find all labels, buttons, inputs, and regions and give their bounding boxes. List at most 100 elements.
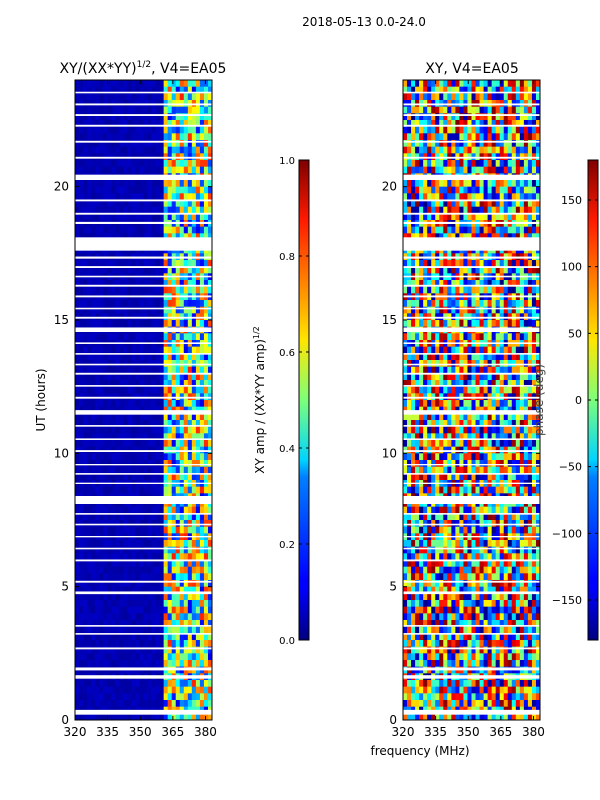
heatmap-cell bbox=[107, 353, 112, 361]
heatmap-cell bbox=[135, 346, 140, 354]
heatmap-cell bbox=[435, 86, 440, 94]
heatmap-cell bbox=[163, 346, 169, 354]
heatmap-cell bbox=[103, 513, 108, 521]
heatmap-cell bbox=[107, 660, 112, 668]
heatmap-cell bbox=[471, 106, 476, 114]
heatmap-cell bbox=[171, 546, 177, 554]
heatmap-cell bbox=[491, 280, 497, 288]
heatmap-cell bbox=[135, 113, 140, 121]
heatmap-cell bbox=[79, 86, 84, 94]
heatmap-cell bbox=[155, 640, 161, 648]
heatmap-cell bbox=[155, 213, 161, 221]
heatmap-cell bbox=[127, 486, 132, 494]
heatmap-cell bbox=[147, 306, 152, 314]
heatmap-cell bbox=[427, 120, 432, 128]
heatmap-cell bbox=[95, 466, 100, 474]
heatmap-cell bbox=[487, 93, 493, 101]
heatmap-cell bbox=[111, 520, 116, 528]
heatmap-cell bbox=[123, 266, 128, 274]
heatmap-cell bbox=[127, 420, 132, 428]
heatmap-cell bbox=[443, 113, 448, 121]
heatmap-cell bbox=[103, 180, 108, 188]
heatmap-cell bbox=[435, 120, 440, 128]
heatmap-cell bbox=[167, 400, 173, 408]
heatmap-cell bbox=[171, 693, 177, 701]
heatmap-cell bbox=[135, 693, 140, 701]
heatmap-cell bbox=[411, 373, 416, 381]
heatmap-cell bbox=[167, 300, 173, 308]
heatmap-cell bbox=[479, 280, 484, 288]
heatmap-cell bbox=[167, 520, 173, 528]
heatmap-cell bbox=[171, 133, 177, 141]
heatmap-cell bbox=[479, 380, 484, 388]
heatmap-cell bbox=[203, 660, 209, 668]
heatmap-cell bbox=[447, 260, 452, 268]
heatmap-cell bbox=[91, 333, 96, 341]
heatmap-cell bbox=[207, 686, 213, 694]
heatmap-cell bbox=[175, 660, 181, 668]
heatmap-cell bbox=[183, 400, 189, 408]
heatmap-cell bbox=[143, 566, 148, 574]
heatmap-cell bbox=[111, 266, 116, 274]
heatmap-cell bbox=[147, 686, 152, 694]
heatmap-cell bbox=[107, 426, 112, 434]
heatmap-cell bbox=[195, 653, 201, 661]
heatmap-cell bbox=[199, 586, 205, 594]
heatmap-cell bbox=[171, 520, 177, 528]
heatmap-cell bbox=[475, 86, 480, 94]
heatmap-cell bbox=[519, 193, 525, 201]
heatmap-cell bbox=[171, 460, 177, 468]
heatmap-cell bbox=[191, 193, 197, 201]
heatmap-cell bbox=[79, 586, 84, 594]
heatmap-cell bbox=[95, 200, 100, 208]
heatmap-cell bbox=[91, 280, 96, 288]
heatmap-cell bbox=[175, 433, 181, 441]
heatmap-cell bbox=[507, 260, 513, 268]
heatmap-cell bbox=[183, 126, 189, 134]
heatmap-cell bbox=[191, 513, 197, 521]
heatmap-cell bbox=[515, 260, 521, 268]
heatmap-cell bbox=[115, 653, 120, 661]
heatmap-cell bbox=[515, 80, 521, 88]
heatmap-cell bbox=[411, 186, 416, 194]
heatmap-cell bbox=[411, 86, 416, 94]
heatmap-cell bbox=[91, 300, 96, 308]
heatmap-cell bbox=[135, 106, 140, 114]
heatmap-cell bbox=[507, 266, 513, 274]
heatmap-cell bbox=[111, 206, 116, 214]
heatmap-cell bbox=[91, 506, 96, 514]
heatmap-cell bbox=[115, 300, 120, 308]
heatmap-cell bbox=[175, 713, 181, 721]
heatmap-cell bbox=[527, 180, 533, 188]
heatmap-cell bbox=[527, 213, 533, 221]
heatmap-cell bbox=[531, 306, 537, 314]
heatmap-cell bbox=[115, 400, 120, 408]
heatmap-cell bbox=[199, 346, 205, 354]
heatmap-cell bbox=[415, 266, 420, 274]
heatmap-cell bbox=[155, 413, 161, 421]
heatmap-cell bbox=[159, 566, 165, 574]
heatmap-cell bbox=[91, 586, 96, 594]
heatmap-cell bbox=[491, 320, 497, 328]
heatmap-cell bbox=[127, 286, 132, 294]
heatmap-cell bbox=[187, 133, 193, 141]
heatmap-cell bbox=[147, 600, 152, 608]
heatmap-cell bbox=[135, 620, 140, 628]
heatmap-cell bbox=[143, 640, 148, 648]
heatmap-cell bbox=[107, 680, 112, 688]
heatmap-cell bbox=[99, 486, 104, 494]
heatmap-cell bbox=[451, 366, 456, 374]
heatmap-cell bbox=[187, 466, 193, 474]
heatmap-cell bbox=[451, 300, 456, 308]
heatmap-cell bbox=[187, 580, 193, 588]
heatmap-cell bbox=[91, 433, 96, 441]
heatmap-cell bbox=[167, 133, 173, 141]
heatmap-cell bbox=[199, 180, 205, 188]
heatmap-cell bbox=[199, 146, 205, 154]
heatmap-cell bbox=[119, 300, 124, 308]
heatmap-cell bbox=[195, 260, 201, 268]
heatmap-cell bbox=[183, 166, 189, 174]
heatmap-cell bbox=[207, 186, 213, 194]
heatmap-cell bbox=[471, 233, 476, 241]
heatmap-cell bbox=[195, 133, 201, 141]
